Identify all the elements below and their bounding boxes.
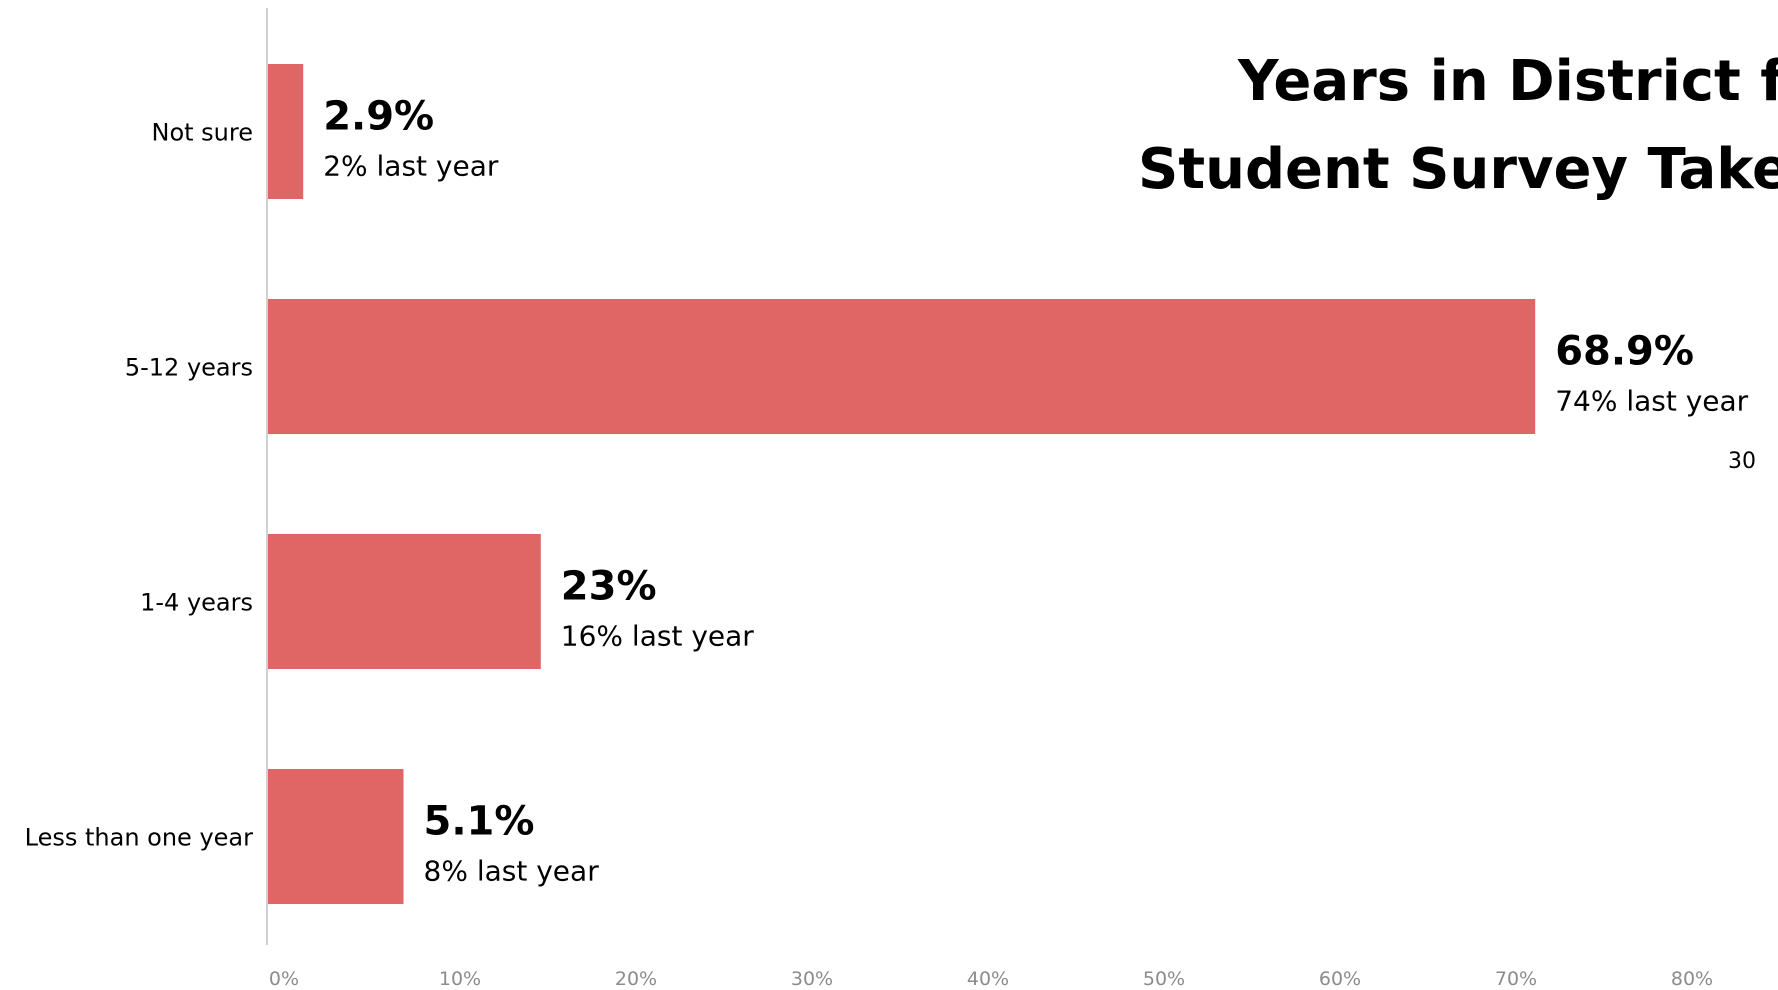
x-tick-label-0: 0% [269, 968, 299, 990]
labels-layer: Not sure 2.9% 2% last year 5-12 years 68.9% 7… [25, 94, 1749, 888]
last-year-label-5-12-years: 74% last year [1555, 385, 1748, 418]
bar-not-sure [268, 64, 304, 199]
value-label-not-sure: 2.9% [323, 94, 434, 140]
value-label-1-4-years: 23% [561, 564, 657, 610]
last-year-label-not-sure: 2% last year [323, 150, 499, 183]
last-year-label-1-4-years: 16% last year [561, 620, 754, 653]
value-label-less-than-one-year: 5.1% [424, 799, 535, 845]
x-tick-label-40: 40% [967, 968, 1009, 990]
bar-less-than-one-year [268, 769, 404, 904]
x-tick-label-10: 10% [439, 968, 481, 990]
chart-title-line-1: Years in District fo [1237, 49, 1778, 114]
note-label: 30 [1728, 449, 1756, 474]
bar-5-12-years [268, 299, 1536, 434]
x-tick-label-30: 30% [791, 968, 833, 990]
category-label-less-than-one-year: Less than one year [25, 824, 253, 852]
x-tick-label-80: 80% [1671, 968, 1713, 990]
category-label-5-12-years: 5-12 years [125, 354, 253, 382]
value-label-5-12-years: 68.9% [1555, 329, 1694, 375]
x-tick-label-70: 70% [1495, 968, 1537, 990]
x-tick-label-50: 50% [1143, 968, 1185, 990]
x-tick-label-60: 60% [1319, 968, 1361, 990]
x-tick-label-20: 20% [615, 968, 657, 990]
bar-1-4-years [268, 534, 541, 669]
x-axis-ticks: 0% 10% 20% 30% 40% 50% 60% 70% 80% [269, 968, 1713, 990]
category-label-not-sure: Not sure [152, 119, 254, 147]
last-year-label-less-than-one-year: 8% last year [424, 855, 600, 888]
category-label-1-4-years: 1-4 years [140, 589, 253, 617]
chart-title-line-2: Student Survey Taker [1138, 137, 1778, 202]
bars-layer [268, 64, 1536, 904]
